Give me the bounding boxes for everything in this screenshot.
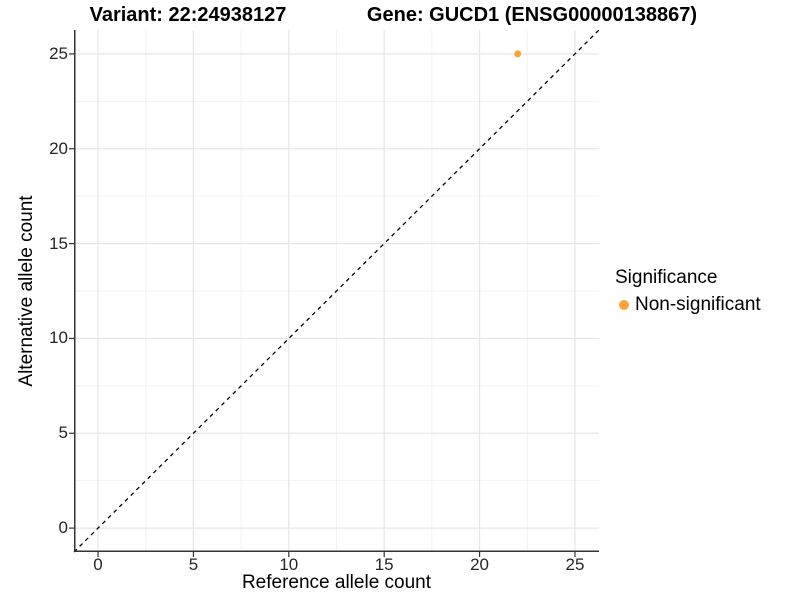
y-tick-label: 5 — [58, 423, 68, 443]
y-tick-label: 15 — [49, 233, 68, 253]
gene-title: Gene: GUCD1 (ENSG00000138867) — [366, 4, 698, 26]
variant-title: Variant: 22:24938127 — [89, 4, 287, 26]
legend-title: Significance — [615, 267, 718, 288]
legend: Significance Non-significant — [615, 266, 761, 317]
identity-line — [73, 29, 600, 553]
x-tick-label: 10 — [279, 555, 299, 574]
y-tick-label: 0 — [58, 518, 68, 538]
x-axis-title: Reference allele count — [241, 572, 432, 593]
legend-label: Non-significant — [635, 294, 761, 315]
legend-swatch-dot — [619, 300, 629, 310]
x-tick-label: 0 — [93, 555, 103, 574]
x-tick-label: 20 — [470, 555, 490, 574]
y-tick-label: 25 — [49, 43, 68, 63]
legend-entry: Non-significant — [615, 293, 761, 317]
y-tick-label: 10 — [49, 328, 68, 348]
x-tick-label: 15 — [374, 555, 394, 574]
y-tick-label: 20 — [49, 138, 68, 158]
y-axis-title: Alternative allele count — [16, 195, 37, 387]
x-tick-label: 5 — [188, 555, 199, 574]
x-tick-label: 25 — [565, 555, 585, 574]
plot-panel — [69, 29, 600, 557]
data-point — [514, 50, 522, 58]
